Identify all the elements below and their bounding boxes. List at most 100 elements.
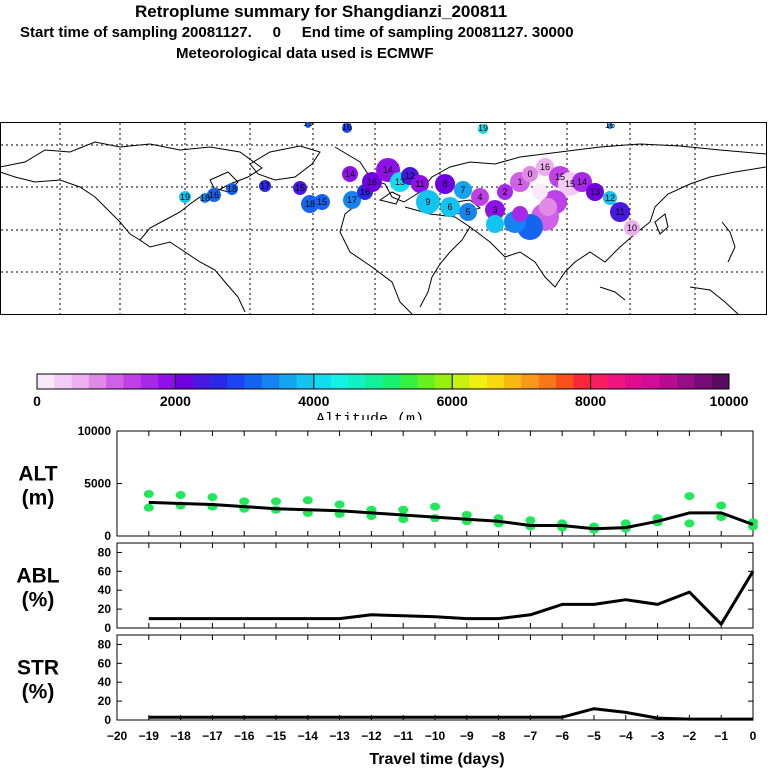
y-tick-label: 0 [104,529,111,543]
coastline-segment [654,213,669,235]
plume-cluster-point [461,511,472,519]
map-marker-label: 15 [555,172,565,182]
x-tick-label: −15 [266,729,287,743]
map-marker-label: 14 [577,177,587,187]
colorbar-cell [659,374,678,389]
colorbar-cell [106,374,124,389]
map-marker-label: 6 [447,202,452,212]
coastline-segment [404,206,471,308]
x-tick-label: −3 [651,729,665,743]
x-tick-label: −2 [683,729,697,743]
plume-marker [440,197,460,217]
map-marker-label: 19 [180,192,190,202]
plume-marker [607,123,613,129]
colorbar-cell [711,374,730,389]
colorbar-tick-label: 2000 [160,393,191,409]
plume-cluster-point [716,501,727,510]
map-marker-label: 17 [347,195,357,205]
coastline-segment [339,201,413,315]
map-marker-label: 18 [200,193,210,203]
colorbar-cell [400,374,418,389]
colorbar-cell [331,374,349,389]
coastlines [0,141,767,315]
coastline-segment [469,166,767,288]
colorbar-cell [244,374,263,389]
x-tick-label: −20 [107,729,128,743]
map-frame [0,122,767,315]
x-tick-label: −13 [329,729,350,743]
map-marker-label: 18 [227,184,237,194]
colorbar-cell [694,374,712,389]
map-marker-label: 19 [478,123,488,133]
plume-marker [572,172,592,192]
map-marker-label: 4 [477,192,482,202]
map-marker-label: 17 [260,181,270,191]
plume-marker [362,172,382,192]
plume-marker [486,215,504,233]
map-marker-label: 16 [605,122,615,130]
colorbar-cell [123,374,142,389]
plume-cluster-point [398,505,409,514]
plume-marker [471,188,489,206]
colorbar-tick-label: 0 [33,393,41,409]
x-tick-label: −10 [425,729,446,743]
panel-label-unit: (%) [22,589,55,612]
x-tick-label: −18 [170,729,191,743]
y-tick-label: 0 [104,713,111,727]
panel-label-name: ALT [18,463,57,486]
series-line [148,707,753,721]
colorbar-tick-label: 10000 [710,393,749,409]
map-marker-label: 3 [492,205,497,215]
plume-marker [259,180,271,192]
plume-cluster-point [143,490,154,498]
y-tick-label: 0 [104,621,111,635]
plume-marker [416,190,440,214]
map-marker-label: 14 [345,169,355,179]
plume-marker [512,206,528,222]
map-marker-label: 13 [395,177,405,187]
meteorology-line: Meteorological data used is ECMWF [176,45,434,62]
colorbar-cell [607,374,626,389]
colorbar-tick-label: 6000 [437,393,468,409]
x-tick-label: −17 [202,729,223,743]
plume-cluster-point [430,502,440,511]
map-marker-label: 16 [367,177,377,187]
colorbar-ticks: 0 2000 4000 6000 8000 10000 [33,374,749,409]
plume-marker [539,198,557,216]
series-line [148,500,754,531]
alt-panel: 0 5000 10000 ALT(m) [18,424,758,543]
plume-marker [226,183,238,195]
plume-marker [522,166,538,182]
panel-frame [116,634,754,721]
map-marker-label: 9 [425,197,430,207]
colorbar-cell [348,374,366,389]
x-tick-label: −8 [492,729,506,743]
colorbar-tick-label: 8000 [575,393,606,409]
map-marker-label: 11 [415,179,424,189]
y-tick-label: 20 [98,694,112,708]
map-marker-label: 15 [295,183,305,193]
colorbar-cell [227,374,245,389]
colorbar-cell [365,374,384,389]
coastline-segment [378,191,401,205]
colorbar-cell [434,374,453,389]
colorbar-cell [71,374,90,389]
colorbar-cell [590,374,609,389]
map-marker-label: 5 [465,207,470,217]
x-tick-label: −7 [524,729,538,743]
map-marker-label: 0 [527,169,532,179]
y-tick-label: 80 [98,637,112,651]
plume-marker [603,191,617,205]
colorbar-cells [36,373,730,390]
map-marker-label: 2 [502,187,507,197]
x-tick-label: −16 [234,729,255,743]
colorbar-cell [210,374,228,389]
panel-label-unit: (m) [22,487,55,510]
x-tick-label: −11 [393,729,413,743]
x-tick-label: −6 [555,729,569,743]
colorbar-cell [140,374,159,389]
colorbar-cell [625,374,643,389]
coastline-segment [0,171,141,241]
plume-marker [342,123,352,133]
plume-cluster-point [684,519,695,528]
